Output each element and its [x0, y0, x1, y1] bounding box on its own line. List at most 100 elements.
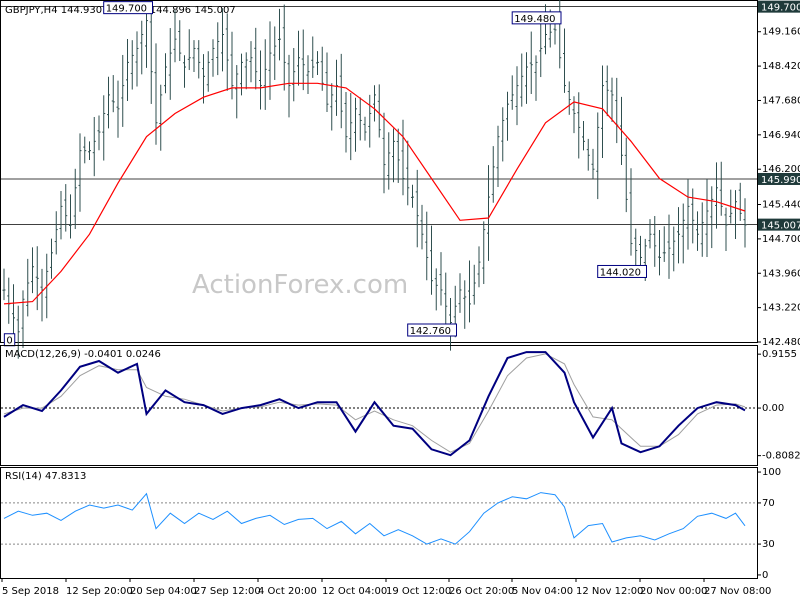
ohlc-bar [719, 161, 723, 216]
annotation-label: 142.760 [410, 326, 451, 337]
ohlc-bar [596, 112, 600, 200]
rsi-y-tick-label: 100 [762, 467, 781, 478]
x-tick-label: 5 Nov 04:00 [512, 586, 573, 597]
ohlc-bar [92, 116, 96, 177]
ohlc-bar [358, 97, 362, 141]
ohlc-bar [477, 246, 481, 288]
ohlc-bar [7, 277, 11, 324]
price-y-axis: 149.910 149.160 148.420 147.680 146.940 146.2… [757, 0, 800, 348]
ohlc-bar [235, 65, 239, 119]
price-y-tick-label: 143.220 [762, 303, 800, 314]
ohlc-bar [206, 51, 210, 92]
ohlc-bar [282, 4, 286, 91]
annotation-label: 149.700 [106, 4, 147, 15]
price-level-tag-label: 145.007 [761, 221, 800, 232]
ohlc-bar [187, 29, 191, 71]
ohlc-bar [534, 55, 538, 101]
ohlc-bar [482, 221, 486, 285]
ohlc-bar [301, 29, 305, 91]
ohlc-bar [149, 12, 153, 104]
ohlc-bar [743, 198, 747, 248]
macd-pane-frame [0, 345, 758, 466]
ohlc-bar [263, 39, 267, 110]
price-pane-frame [0, 0, 758, 343]
rsi-line [3, 492, 746, 545]
ohlc-bar [696, 211, 699, 251]
ohlc-bar [154, 43, 158, 145]
macd-y-tick-label: 0.00 [762, 403, 784, 414]
ohlc-bar [240, 53, 243, 96]
price-y-tick-label: 149.160 [762, 27, 800, 38]
annotation-box [597, 264, 648, 278]
ohlc-bar [268, 21, 272, 100]
x-tick-label: 5 Sep 2018 [2, 586, 59, 597]
ohlc-bar [715, 162, 718, 229]
price-level-tag [758, 172, 800, 185]
ohlc-bar [629, 168, 633, 256]
ohlc-bar [662, 226, 666, 262]
moving-average-line [3, 82, 746, 305]
ohlc-bar [586, 138, 590, 171]
ohlc-bar [520, 53, 524, 107]
ohlc-bar [2, 268, 6, 301]
annotation-label: 0 [6, 336, 12, 347]
ohlc-bar [159, 84, 163, 151]
ohlc-bar [273, 26, 277, 80]
ohlc-bar [21, 290, 25, 348]
ohlc-bar [330, 83, 334, 131]
ohlc-bar [610, 77, 614, 122]
ohlc-bar [458, 273, 462, 313]
price-y-tick-label: 148.420 [762, 61, 800, 72]
price-level-tag [758, 0, 800, 13]
x-tick-label: 26 Oct 20:00 [449, 586, 514, 597]
ohlc-bar [126, 39, 129, 101]
ohlc-bar [26, 258, 30, 317]
ohlc-bar [183, 55, 186, 88]
ohlc-bar [392, 128, 395, 183]
ohlc-bar [102, 95, 106, 161]
ohlc-bar [316, 51, 319, 75]
rsi-y-tick-label: 30 [762, 539, 775, 550]
ohlc-bar [69, 194, 72, 239]
ohlc-bar [700, 202, 704, 257]
ohlc-bar [325, 52, 329, 113]
ohlc-bar [73, 168, 77, 230]
ohlc-bar [116, 80, 120, 138]
rsi-pane: RSI(14) 47.8313 100 70 30 0 [0, 467, 781, 581]
ohlc-bar [140, 20, 144, 75]
ohlc-bar [197, 40, 201, 79]
ohlc-bar [211, 39, 215, 77]
x-tick-label: 20 Sep 04:00 [130, 586, 197, 597]
ohlc-bar [382, 112, 386, 194]
ohlc-bar [415, 169, 419, 248]
ohlc-bar [591, 148, 595, 179]
ohlc-bar [363, 116, 367, 141]
ohlc-bar [491, 146, 495, 203]
ohlc-bar [487, 165, 490, 261]
x-tick-label: 12 Sep 20:00 [66, 586, 133, 597]
ohlc-bar [339, 53, 343, 129]
ohlc-bar [525, 52, 528, 104]
ohlc-bar [567, 81, 571, 115]
ohlc-bar [287, 54, 291, 118]
ohlc-bar [64, 184, 68, 232]
ohlc-bar [468, 260, 471, 323]
rsi-y-axis: 100 70 30 0 [757, 467, 781, 581]
ohlc-bar [653, 216, 657, 267]
ohlc-bar [648, 219, 652, 249]
price-y-tick-label: 146.200 [762, 164, 800, 175]
ohlc-bar [145, 4, 148, 68]
price-bars [2, 0, 747, 359]
price-pane: GBPJPY,H4 144.930 145.051 144.896 145.00… [0, 0, 800, 359]
ohlc-bar [738, 182, 742, 221]
annotation-box [103, 1, 153, 15]
ohlc-bar [297, 30, 300, 86]
price-y-tick-label: 145.440 [762, 200, 800, 211]
ohlc-bar [254, 27, 258, 90]
price-y-tick-label: 142.480 [762, 337, 800, 348]
rsi-pane-frame [0, 467, 758, 579]
ohlc-bar [354, 97, 357, 152]
ohlc-bar [306, 55, 310, 95]
annotation-box [407, 323, 458, 337]
rsi-y-tick-label: 70 [762, 498, 775, 509]
